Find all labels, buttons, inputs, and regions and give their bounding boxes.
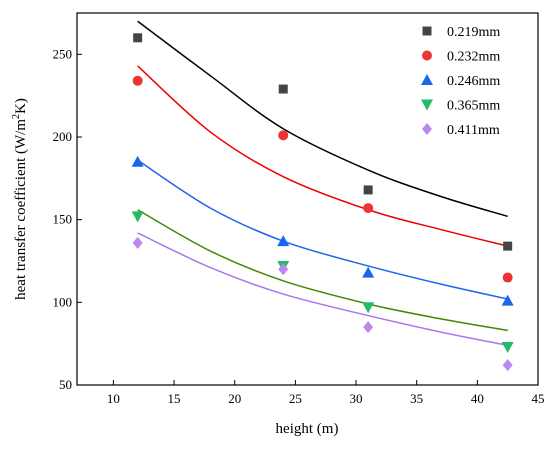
x-tick-label: 40 [471,391,484,406]
y-tick-label: 50 [59,377,72,392]
data-point [132,75,143,86]
data-point [131,211,144,223]
data-point [503,241,513,251]
legend-label: 0.365mm [447,99,500,114]
legend-label: 0.219mm [447,25,500,40]
fit-curves [137,20,508,347]
data-point [363,185,373,195]
legend-label: 0.411mm [447,123,500,138]
y-tick-label: 150 [53,212,73,227]
y-axis-label-superscript: 2 [11,114,22,119]
x-tick-label: 10 [107,391,120,406]
x-tick-label: 20 [228,391,241,406]
legend-marker [422,50,432,61]
data-point [501,341,514,353]
data-point [502,359,513,372]
data-point [501,294,514,306]
x-axis-label: height (m) [276,421,339,437]
legend-marker [422,123,432,135]
y-axis-label-text: heat transfer coefficient (W/m [13,119,29,300]
y-axis-label: heat transfer coefficient (W/m2K) [11,98,29,300]
legend: 0.219mm 0.232mm 0.246mm 0.365mm 0.411mm [421,25,500,138]
fit-curve [137,209,508,332]
legend-label: 0.246mm [447,74,500,89]
data-point [502,272,513,283]
data-point [363,321,374,334]
x-tick-label: 35 [410,391,423,406]
data-point [362,266,375,278]
data-point [278,263,289,276]
legend-label: 0.232mm [447,50,500,65]
data-point [277,235,290,247]
y-tick-label: 200 [53,129,73,144]
data-point [363,203,374,214]
data-points [131,33,514,372]
y-axis-ticks: 50 100 150 200 250 [53,46,82,392]
x-axis-ticks: 10 15 20 25 30 35 40 45 [107,380,545,406]
fit-curve [137,232,508,347]
plot-frame [76,12,539,386]
data-point [278,84,288,94]
x-tick-label: 15 [168,391,181,406]
legend-marker [421,74,433,85]
x-tick-label: 25 [289,391,302,406]
data-point [278,130,289,141]
legend-marker [421,99,433,111]
fit-curve [137,20,508,218]
fit-curve [137,159,508,300]
y-tick-label: 250 [53,46,73,61]
data-point [133,33,143,43]
data-point [132,236,143,249]
data-point [362,302,375,314]
data-point [131,155,144,167]
fit-curve [137,65,508,247]
x-tick-label: 45 [532,391,545,406]
legend-marker [422,26,432,36]
x-tick-label: 30 [350,391,363,406]
y-axis-label-unit: K) [13,98,29,114]
y-tick-label: 100 [53,294,73,309]
